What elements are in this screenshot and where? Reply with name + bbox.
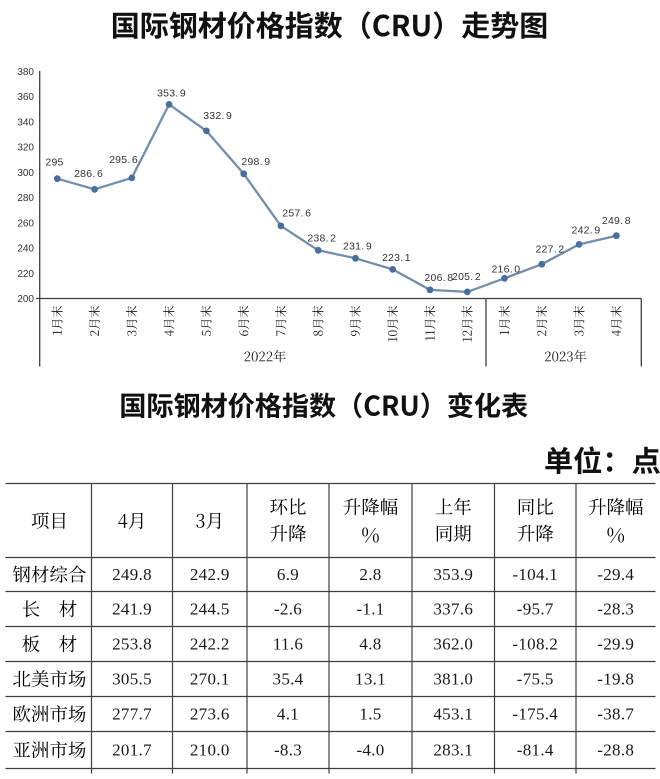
svg-text:362.0: 362.0 (433, 635, 473, 654)
svg-text:2.8: 2.8 (359, 565, 381, 584)
svg-text:231.9: 231.9 (343, 241, 372, 253)
svg-text:210.0: 210.0 (190, 741, 230, 760)
svg-text:273.6: 273.6 (190, 705, 230, 724)
svg-text:11.6: 11.6 (273, 635, 303, 654)
svg-text:-19.8: -19.8 (597, 670, 634, 689)
svg-text:200: 200 (17, 294, 34, 305)
svg-text:249.8: 249.8 (602, 215, 631, 227)
svg-text:240: 240 (17, 244, 34, 255)
svg-text:-95.7: -95.7 (517, 600, 554, 619)
svg-text:340: 340 (17, 117, 34, 128)
svg-text:238.2: 238.2 (307, 232, 336, 244)
svg-text:241.9: 241.9 (112, 600, 152, 619)
svg-text:242.9: 242.9 (190, 565, 230, 584)
svg-text:-104.1: -104.1 (512, 565, 558, 584)
svg-text:332.9: 332.9 (203, 110, 232, 122)
svg-text:220: 220 (17, 269, 34, 280)
svg-text:244.5: 244.5 (190, 600, 230, 619)
svg-text:-1.1: -1.1 (356, 600, 384, 619)
svg-text:380: 380 (17, 67, 34, 78)
svg-text:1.5: 1.5 (359, 705, 381, 724)
svg-text:249.8: 249.8 (112, 565, 152, 584)
svg-text:453.1: 453.1 (433, 705, 473, 724)
svg-text:-108.2: -108.2 (512, 635, 558, 654)
svg-text:257.6: 257.6 (282, 207, 311, 219)
svg-text:-28.3: -28.3 (597, 600, 634, 619)
svg-text:-29.9: -29.9 (597, 635, 634, 654)
svg-text:216.0: 216.0 (491, 264, 520, 276)
svg-text:242.9: 242.9 (572, 225, 601, 237)
svg-text:6.9: 6.9 (277, 565, 299, 584)
svg-text:277.7: 277.7 (112, 705, 152, 724)
svg-text:320: 320 (17, 143, 34, 154)
svg-text:205.2: 205.2 (452, 271, 481, 283)
svg-text:223.1: 223.1 (382, 252, 411, 264)
svg-text:-29.4: -29.4 (597, 565, 634, 584)
svg-text:201.7: 201.7 (112, 741, 152, 760)
svg-text:242.2: 242.2 (190, 635, 230, 654)
svg-text:-175.4: -175.4 (512, 705, 558, 724)
svg-text:295: 295 (45, 157, 63, 169)
svg-text:295.6: 295.6 (109, 154, 138, 166)
svg-text:206.8: 206.8 (424, 272, 453, 284)
svg-text:353.9: 353.9 (433, 565, 473, 584)
svg-text:-8.3: -8.3 (274, 741, 302, 760)
svg-text:298.9: 298.9 (241, 156, 270, 168)
svg-text:381.0: 381.0 (433, 670, 473, 689)
svg-text:-38.7: -38.7 (597, 705, 634, 724)
svg-text:360: 360 (17, 92, 34, 103)
svg-text:270.1: 270.1 (190, 670, 230, 689)
svg-text:-2.6: -2.6 (274, 600, 302, 619)
svg-text:-28.8: -28.8 (597, 741, 634, 760)
svg-text:260: 260 (17, 218, 34, 229)
svg-text:300: 300 (17, 168, 34, 179)
svg-text:253.8: 253.8 (112, 635, 152, 654)
svg-text:283.1: 283.1 (433, 741, 473, 760)
svg-text:4.8: 4.8 (359, 635, 381, 654)
svg-text:280: 280 (17, 193, 34, 204)
svg-text:4.1: 4.1 (277, 705, 299, 724)
svg-text:286.6: 286.6 (74, 168, 103, 180)
svg-text:13.1: 13.1 (355, 670, 386, 689)
svg-text:-81.4: -81.4 (517, 741, 554, 760)
svg-text:35.4: 35.4 (273, 670, 304, 689)
svg-text:-4.0: -4.0 (356, 741, 384, 760)
svg-text:-75.5: -75.5 (517, 670, 554, 689)
svg-text:337.6: 337.6 (433, 600, 473, 619)
svg-text:353.9: 353.9 (157, 88, 186, 100)
svg-text:305.5: 305.5 (112, 670, 152, 689)
svg-text:227.2: 227.2 (535, 244, 564, 256)
